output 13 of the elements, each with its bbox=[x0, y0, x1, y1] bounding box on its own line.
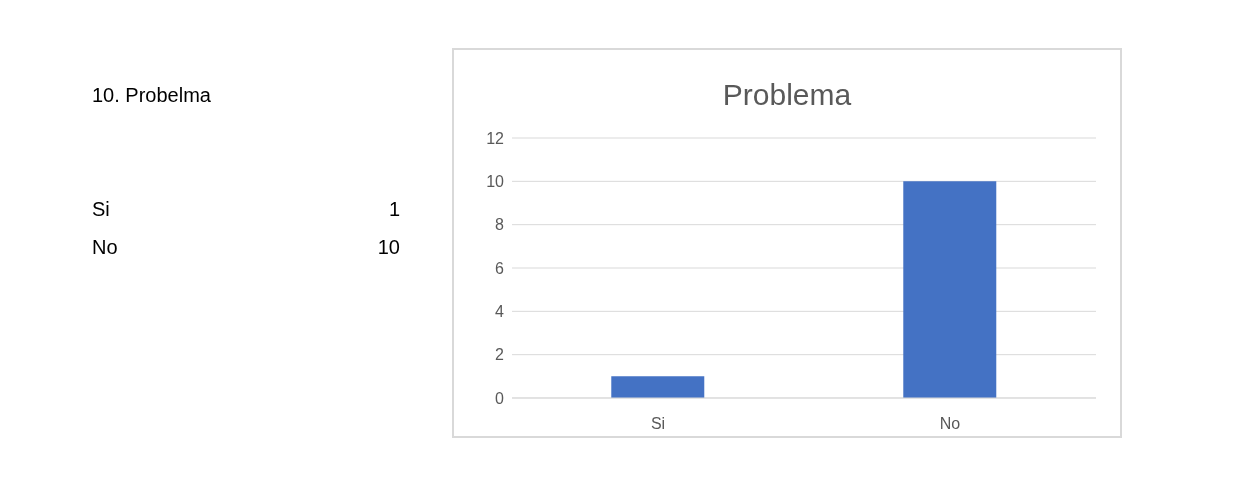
y-tick-label: 10 bbox=[486, 173, 505, 191]
y-tick-label: 12 bbox=[486, 129, 505, 147]
text: 10. Probelma bbox=[92, 84, 212, 108]
data-label: 10 bbox=[377, 236, 400, 260]
category-label: Si bbox=[92, 198, 110, 222]
y-tick-label: 8 bbox=[495, 216, 505, 234]
data-label: 1 bbox=[388, 198, 400, 222]
category-label: No bbox=[92, 236, 118, 260]
y-tick-label: 6 bbox=[495, 259, 505, 277]
y-tick-label: 2 bbox=[495, 346, 505, 364]
y-tick-label: 4 bbox=[495, 303, 505, 321]
y-tick-label: 0 bbox=[495, 389, 505, 407]
chart-title: Problema bbox=[721, 78, 853, 113]
